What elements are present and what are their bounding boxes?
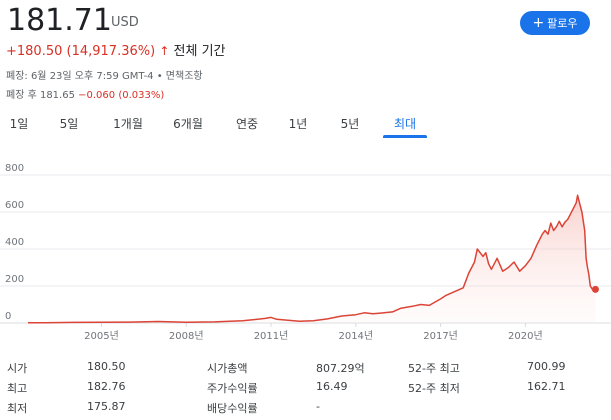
stat-div-label: 배당수익률	[207, 402, 258, 415]
tab-1m[interactable]: 1개월	[113, 117, 143, 131]
stat-52w-high-label: 52-주 최고	[408, 362, 460, 375]
y-tick-label: 400	[5, 237, 24, 248]
stat-div-value: -	[316, 400, 320, 413]
x-tick-label: 2005년	[84, 330, 119, 342]
change-period: 전체 기간	[173, 44, 226, 59]
tab-max[interactable]: 최대	[393, 117, 417, 131]
price-line	[27, 194, 596, 324]
after-hours-info: 폐장 후 181.65 −0.060 (0.033%)	[6, 86, 164, 101]
tab-1y[interactable]: 1년	[288, 117, 308, 131]
price-chart: 800 600 400 200 0 2005년 2008년 2011년 2014년 2017년 2…	[0, 163, 611, 342]
tab-5d[interactable]: 5일	[59, 117, 79, 131]
tab-6m[interactable]: 6개월	[173, 117, 203, 131]
stat-pe-label: 주가수익률	[207, 382, 258, 395]
price-change: +180.50 (14,917.36%) ↑ 전체 기간	[6, 40, 226, 59]
active-tab-indicator	[383, 135, 427, 138]
stat-52w-low-value: 162.71	[527, 380, 566, 393]
y-tick-label: 600	[5, 200, 24, 211]
last-price-point	[591, 285, 599, 293]
stat-pe-value: 16.49	[316, 380, 348, 393]
tab-5y[interactable]: 5년	[340, 117, 360, 131]
tab-ytd[interactable]: 연중	[235, 117, 259, 131]
stock-price: 181.71	[7, 3, 112, 38]
price-area	[28, 195, 596, 323]
x-tick-label: 2011년	[254, 330, 289, 342]
arrow-up-icon: ↑	[159, 44, 170, 58]
follow-button-label: 팔로우	[547, 17, 578, 30]
x-tick-label: 2008년	[169, 330, 204, 342]
range-tabs: 1일 5일 1개월 6개월 연중 1년 5년 최대	[0, 107, 611, 139]
stat-mktcap-label: 시가총액	[207, 362, 248, 375]
tab-1d[interactable]: 1일	[9, 117, 29, 131]
x-tick-label: 2014년	[338, 330, 373, 342]
after-hours-label: 폐장 후 181.65	[6, 90, 75, 101]
plus-icon: +	[532, 15, 545, 31]
after-hours-change: −0.060 (0.033%)	[78, 90, 165, 101]
y-tick-label: 200	[5, 274, 24, 285]
stat-high-label: 최고	[7, 382, 28, 395]
stat-52w-low-label: 52-주 최저	[408, 382, 460, 395]
stat-open-label: 시가	[7, 362, 28, 375]
y-tick-label: 800	[5, 163, 24, 174]
y-tick-label: 0	[5, 311, 11, 322]
stat-high-value: 182.76	[87, 380, 126, 393]
stat-open-value: 180.50	[87, 360, 126, 373]
stat-52w-high-value: 700.99	[527, 360, 566, 373]
follow-button[interactable]: + 팔로우	[520, 11, 590, 35]
close-info: 폐장: 6월 23일 오후 7:59 GMT-4 • 면책조항	[6, 71, 203, 82]
x-tick-label: 2017년	[423, 330, 458, 342]
stat-mktcap-value: 807.29억	[316, 362, 365, 375]
price-change-value: +180.50 (14,917.36%)	[6, 44, 156, 59]
x-tick-label: 2020년	[508, 330, 543, 342]
stat-low-value: 175.87	[87, 400, 126, 413]
stat-low-label: 최저	[7, 402, 28, 415]
currency-label: USD	[111, 15, 139, 30]
